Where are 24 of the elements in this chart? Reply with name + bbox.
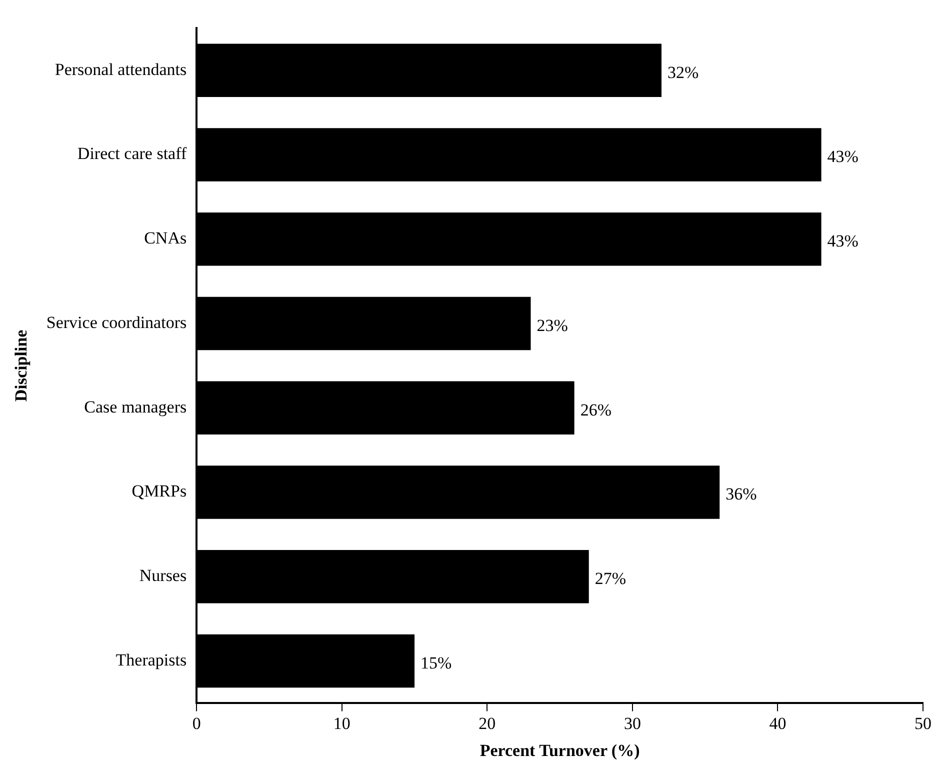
y-tick-label: Nurses [139,566,187,586]
x-tick-label: 20 [478,714,496,733]
y-tick-label: Therapists [116,650,187,670]
data-label: 43% [827,147,858,166]
data-label: 23% [536,316,568,335]
x-tick-label: 50 [914,714,932,733]
x-tick-label: 0 [192,714,201,733]
x-tick-label: 40 [769,714,786,733]
data-label: 27% [594,569,626,588]
y-tick-label: Service coordinators [46,312,187,332]
y-tick-label: CNAs [144,228,187,248]
data-label: 32% [667,62,699,82]
data-label: 15% [420,653,452,672]
x-tick-label: 10 [333,714,350,733]
y-tick-label: Personal attendants [54,60,187,79]
y-tick-label: Direct care staff [77,144,187,164]
y-axis-title: Discipline [12,329,31,402]
data-label: 43% [827,232,858,251]
x-tick-label: 30 [624,714,641,733]
y-tick-label: QMRPs [132,482,187,501]
data-label: 26% [580,400,612,420]
x-axis-title: Percent Turnover (%) [480,741,640,760]
data-label: 36% [726,484,757,504]
y-tick-label: Case managers [84,397,187,416]
